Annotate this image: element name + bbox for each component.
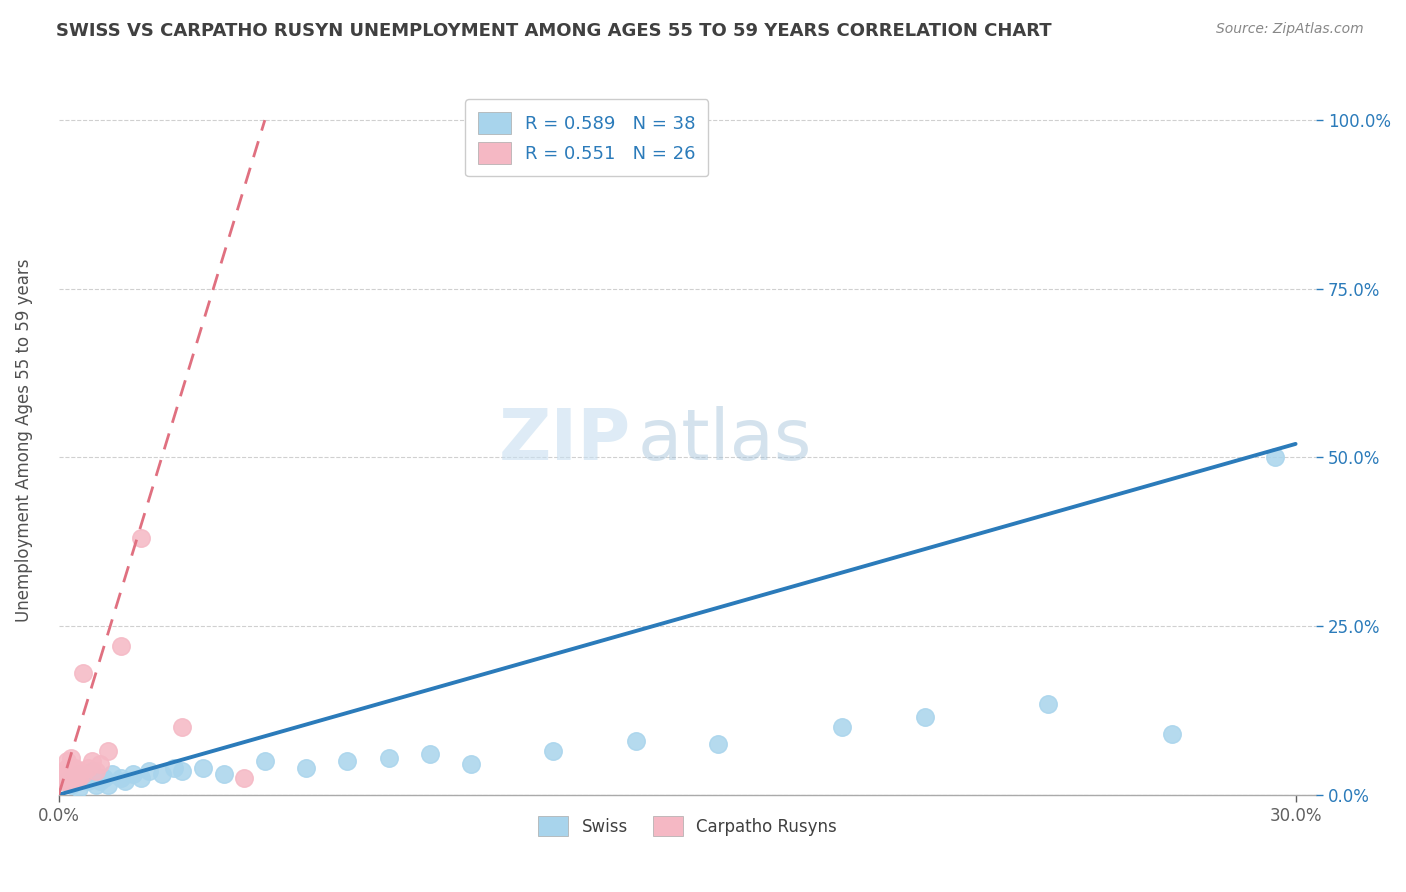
Point [101,767,124,781]
Point [52,774,75,789]
Point [52,771,75,785]
Point [460,757,482,772]
Point [60,767,83,781]
Point [1160,727,1182,741]
Point [129,771,152,785]
Point [419,747,441,762]
Text: ZIP: ZIP [499,406,631,475]
Point [89,774,111,789]
Point [253,754,276,768]
Point [110,771,132,785]
Point [191,761,214,775]
Point [295,761,318,775]
Point [914,710,936,724]
Point [212,767,235,781]
Point [63,771,86,785]
Point [97,744,120,758]
Point [52,767,75,781]
Point [76,761,98,775]
Text: SWISS VS CARPATHO RUSYN UNEMPLOYMENT AMONG AGES 55 TO 59 YEARS CORRELATION CHART: SWISS VS CARPATHO RUSYN UNEMPLOYMENT AMO… [56,22,1052,40]
Point [624,733,647,747]
Point [60,778,83,792]
Point [110,640,132,654]
Point [122,767,145,781]
Point [72,767,94,781]
Point [60,771,83,785]
Point [138,764,160,778]
Point [63,774,86,789]
Point [80,754,103,768]
Point [129,532,152,546]
Point [93,771,115,785]
Point [84,764,107,778]
Point [72,666,94,681]
Text: Source: ZipAtlas.com: Source: ZipAtlas.com [1216,22,1364,37]
Y-axis label: Unemployment Among Ages 55 to 59 years: Unemployment Among Ages 55 to 59 years [15,259,32,623]
Point [89,757,111,772]
Text: atlas: atlas [637,406,811,475]
Point [63,761,86,775]
Point [56,774,79,789]
Point [56,774,79,789]
Point [67,771,90,785]
Point [60,771,83,785]
Point [67,780,90,795]
Point [831,720,853,734]
Point [56,754,79,768]
Point [72,771,94,785]
Point [56,761,79,775]
Point [60,761,83,775]
Legend: Swiss, Carpatho Rusyns: Swiss, Carpatho Rusyns [531,809,844,843]
Point [97,778,120,792]
Point [172,764,194,778]
Point [543,744,565,758]
Point [80,764,103,778]
Point [336,754,359,768]
Point [76,774,98,789]
Point [150,767,173,781]
Point [67,764,90,778]
Point [60,750,83,764]
Point [84,778,107,792]
Point [377,750,399,764]
Point [1264,450,1286,465]
Point [1038,697,1060,711]
Point [233,771,256,785]
Point [172,720,194,734]
Point [707,737,730,751]
Point [67,767,90,781]
Point [163,761,186,775]
Point [114,774,136,789]
Point [56,767,79,781]
